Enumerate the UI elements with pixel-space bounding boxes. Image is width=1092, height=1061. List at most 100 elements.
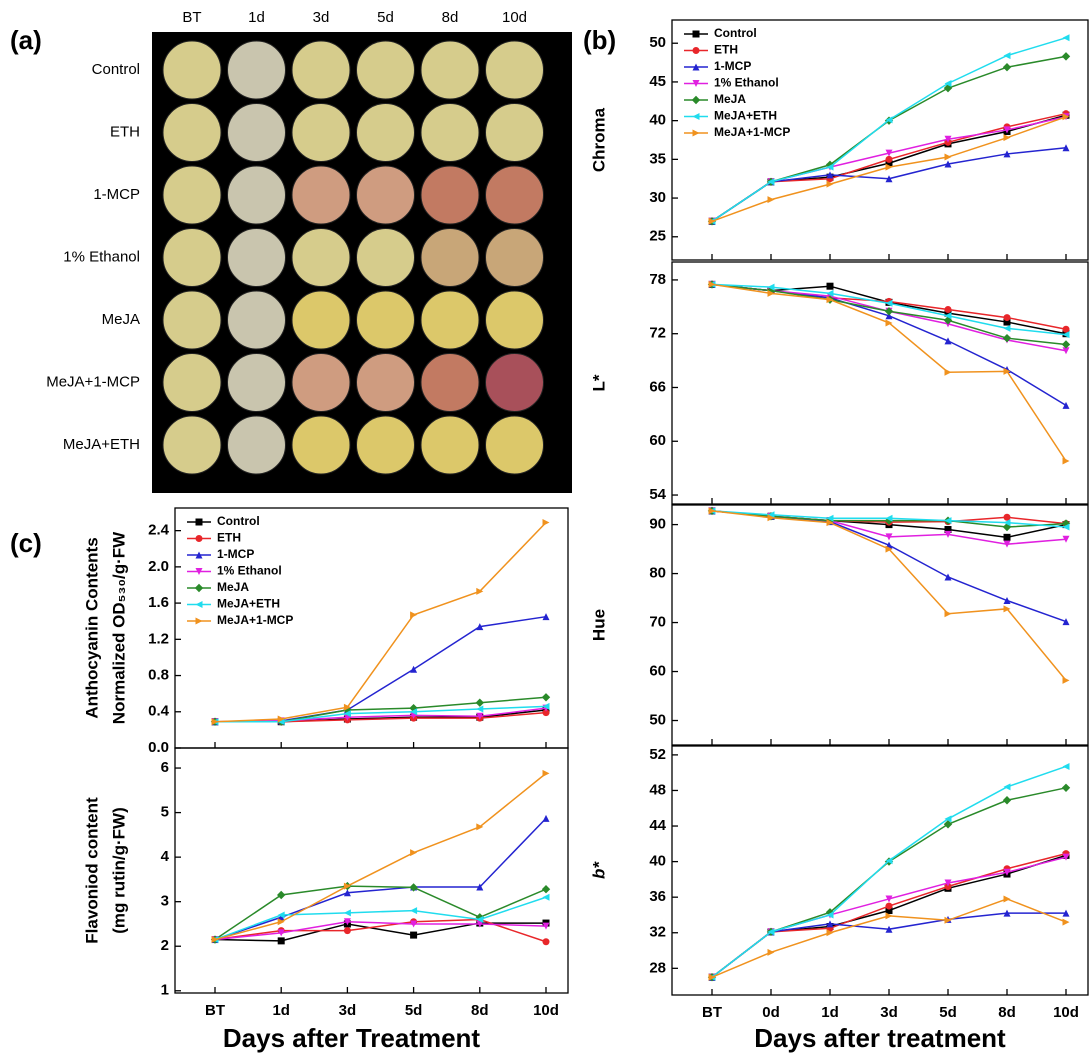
data-point [826, 171, 834, 179]
data-point [343, 909, 351, 917]
data-point [542, 938, 550, 946]
data-point [826, 911, 834, 919]
y-tick-label: 50 [649, 34, 666, 51]
y-tick-label: 1 [161, 982, 169, 999]
fruit-photo [356, 290, 415, 350]
fruit-photo [227, 228, 286, 287]
y-tick-label: 2.0 [148, 558, 169, 575]
y-tick-label: 0.4 [148, 703, 170, 720]
data-point [1003, 367, 1011, 375]
fruit-photo [227, 290, 286, 350]
data-point [1062, 113, 1070, 121]
data-point [943, 820, 953, 829]
data-point [475, 698, 484, 707]
legend-marker [195, 551, 203, 559]
fruit-photo [162, 415, 222, 475]
data-point [944, 135, 952, 143]
data-point [885, 925, 893, 933]
data-point [211, 718, 219, 726]
legend-marker [692, 47, 700, 54]
data-point [944, 306, 952, 314]
data-point [944, 368, 952, 376]
data-point [1062, 853, 1070, 861]
data-point [944, 916, 952, 924]
y-tick-label: 70 [649, 614, 666, 631]
y-tick-label: 72 [649, 325, 666, 342]
data-point [885, 155, 893, 163]
data-point [1062, 331, 1070, 339]
data-point [542, 702, 550, 710]
data-point [1062, 676, 1070, 684]
data-point [1003, 868, 1011, 876]
legend-marker [692, 30, 700, 38]
fruit-photo [485, 290, 544, 350]
y-tick-label: 1.2 [148, 630, 169, 647]
data-point [1003, 909, 1011, 917]
data-point [1062, 457, 1070, 465]
y-axis-label: Flavoniod content [82, 797, 101, 944]
photo-column-label: 3d [313, 9, 330, 26]
fruit-photo [356, 415, 415, 475]
data-point [541, 693, 551, 702]
data-point [826, 296, 834, 304]
fruit-photo [420, 415, 480, 475]
y-axis-label: Anthocyanin Contents [82, 537, 101, 718]
y-axis-label: b* [589, 861, 608, 879]
data-point [1003, 324, 1011, 332]
data-point [277, 929, 285, 937]
data-point [944, 883, 952, 891]
fruit-photo [485, 415, 544, 475]
legend-marker [692, 129, 700, 137]
data-point [1062, 918, 1070, 926]
legend-marker [692, 113, 700, 120]
plot-frame [671, 19, 1089, 261]
y-tick-label: 40 [649, 853, 666, 870]
legend-marker [691, 95, 701, 105]
series-line [214, 817, 547, 941]
data-point [885, 159, 893, 167]
data-point [826, 519, 834, 527]
data-point [1003, 126, 1011, 134]
y-tick-label: 0.8 [148, 667, 169, 684]
data-point [944, 79, 952, 87]
fruit-photo [420, 353, 480, 412]
fruit-photo [485, 353, 544, 412]
data-point [542, 922, 550, 930]
legend-marker [195, 617, 203, 625]
data-point [1061, 519, 1071, 528]
fruit-photo [356, 40, 415, 100]
y-tick-label: 66 [649, 378, 666, 395]
x-tick-label: 10d [533, 1002, 559, 1019]
data-point [885, 857, 893, 865]
photo-column-label: BT [182, 9, 201, 26]
fruit-photo [162, 165, 222, 225]
data-point [826, 180, 834, 188]
data-point [1003, 52, 1011, 60]
data-point [885, 912, 893, 920]
data-point [885, 175, 893, 183]
y-tick-label: 48 [649, 781, 666, 798]
fruit-photo [485, 40, 544, 100]
data-point [944, 815, 952, 823]
data-point [475, 913, 484, 922]
data-point [885, 907, 893, 915]
y-tick-label: 1.6 [148, 594, 169, 611]
data-point [944, 573, 952, 581]
data-point [277, 911, 285, 919]
panel-label: (a) [10, 25, 42, 55]
y-tick-label: 36 [649, 888, 666, 905]
series-line [214, 521, 547, 723]
x-tick-label: 5d [939, 1004, 957, 1021]
data-point [542, 814, 550, 822]
x-tick-label: 3d [339, 1002, 357, 1019]
data-point [826, 282, 834, 290]
series-line [214, 707, 547, 723]
fruit-photo [227, 415, 286, 475]
y-tick-label: 80 [649, 565, 666, 582]
data-point [476, 883, 484, 891]
photo-row-label: 1% Ethanol [63, 248, 140, 265]
data-point [944, 517, 952, 525]
y-axis-label: L* [589, 374, 608, 391]
fruit-photo [485, 228, 544, 287]
data-point [542, 893, 550, 901]
